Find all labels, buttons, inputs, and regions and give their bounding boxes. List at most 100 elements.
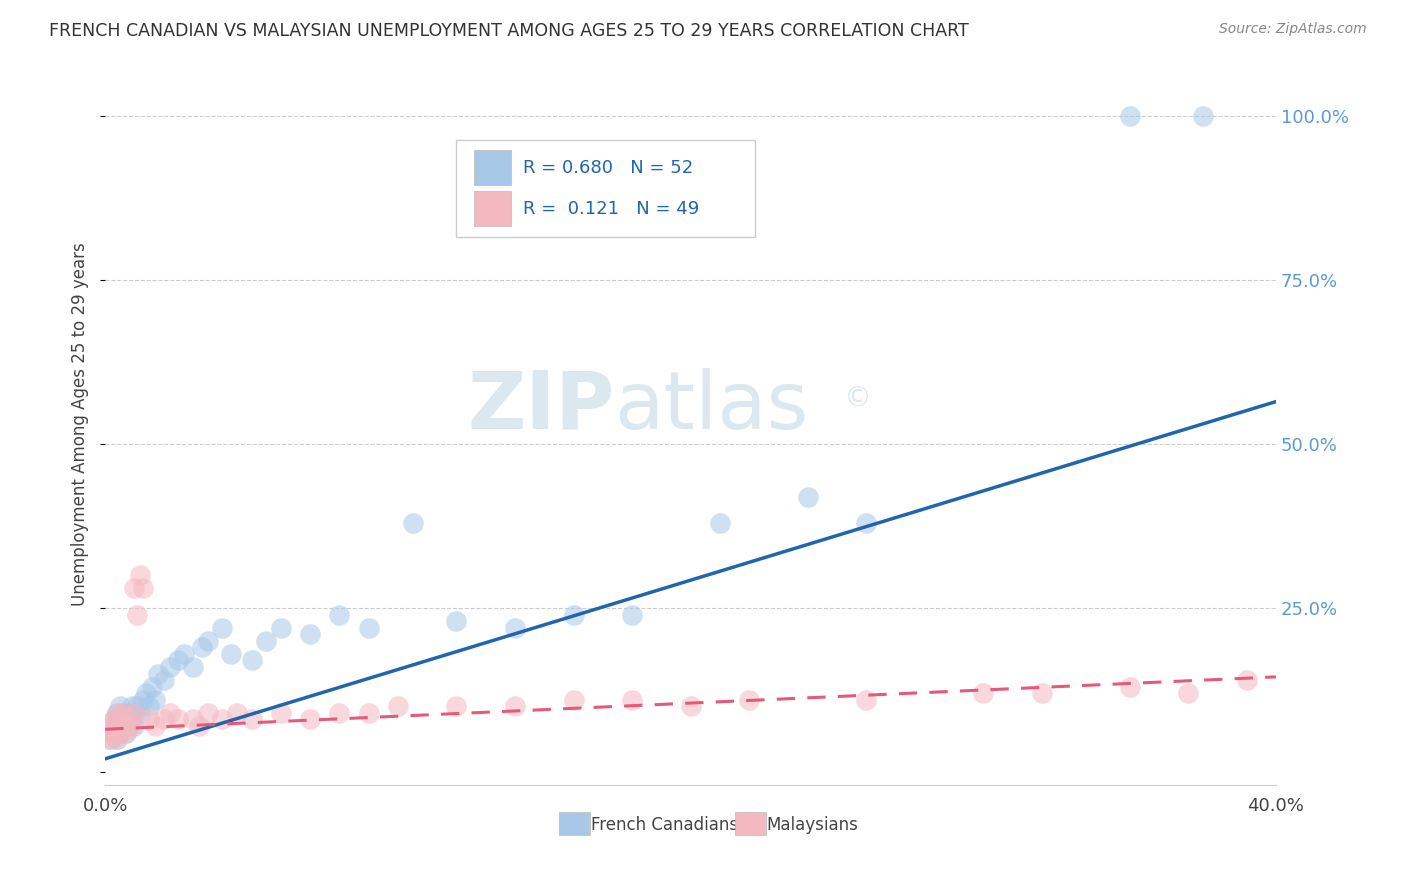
Point [105, 732, 128, 747]
Point [562, 607, 585, 622]
Point [226, 706, 249, 720]
Point [143, 693, 166, 707]
Point [141, 680, 163, 694]
Point [270, 621, 292, 635]
Point [129, 568, 152, 582]
Point [152, 673, 174, 687]
Text: ZIP: ZIP [467, 368, 614, 445]
Text: French Canadians: French Canadians [591, 815, 738, 834]
Point [111, 706, 134, 720]
Point [105, 719, 128, 733]
Point [129, 706, 152, 720]
Point [446, 699, 468, 714]
Point [240, 713, 263, 727]
Point [1177, 686, 1199, 700]
Point [135, 686, 157, 700]
Point [159, 660, 181, 674]
Point [138, 713, 160, 727]
Point [103, 713, 125, 727]
Point [108, 699, 131, 714]
Point [132, 693, 155, 707]
Point [357, 706, 380, 720]
Point [111, 719, 134, 733]
Point [1191, 110, 1213, 124]
Point [114, 719, 136, 733]
Point [103, 713, 125, 727]
Point [191, 640, 214, 655]
Point [240, 653, 263, 667]
FancyBboxPatch shape [474, 150, 512, 186]
Point [401, 516, 423, 530]
Point [117, 713, 139, 727]
Point [211, 621, 233, 635]
FancyBboxPatch shape [457, 140, 755, 237]
Point [796, 490, 818, 504]
Point [159, 706, 181, 720]
Point [121, 719, 143, 733]
Point [124, 719, 146, 733]
Point [387, 699, 409, 714]
Point [299, 627, 322, 641]
Point [127, 607, 149, 622]
Point [328, 706, 350, 720]
Point [219, 647, 242, 661]
Point [117, 719, 139, 733]
Point [105, 706, 128, 720]
Point [114, 725, 136, 739]
Point [124, 706, 146, 720]
Point [503, 621, 526, 635]
Point [197, 706, 219, 720]
Point [132, 582, 155, 596]
Point [855, 693, 877, 707]
Point [328, 607, 350, 622]
Point [117, 706, 139, 720]
Text: R =  0.121   N = 49: R = 0.121 N = 49 [523, 200, 699, 219]
Point [197, 633, 219, 648]
Point [108, 719, 131, 733]
Point [100, 719, 122, 733]
Point [100, 732, 122, 747]
Point [138, 699, 160, 714]
Text: FRENCH CANADIAN VS MALAYSIAN UNEMPLOYMENT AMONG AGES 25 TO 29 YEARS CORRELATION : FRENCH CANADIAN VS MALAYSIAN UNEMPLOYMEN… [49, 22, 969, 40]
Point [446, 614, 468, 628]
Text: R = 0.680   N = 52: R = 0.680 N = 52 [523, 159, 693, 177]
FancyBboxPatch shape [735, 812, 765, 835]
Point [357, 621, 380, 635]
Point [1118, 110, 1140, 124]
Point [111, 719, 134, 733]
Point [108, 713, 131, 727]
Point [167, 713, 190, 727]
Text: Source: ZipAtlas.com: Source: ZipAtlas.com [1219, 22, 1367, 37]
Point [108, 725, 131, 739]
Point [124, 706, 146, 720]
Point [121, 713, 143, 727]
Point [111, 706, 134, 720]
Point [105, 732, 128, 747]
Point [103, 725, 125, 739]
Point [187, 719, 209, 733]
Point [1031, 686, 1053, 700]
Point [211, 713, 233, 727]
Point [114, 725, 136, 739]
Point [114, 713, 136, 727]
FancyBboxPatch shape [474, 191, 512, 226]
Point [121, 699, 143, 714]
Y-axis label: Unemployment Among Ages 25 to 29 years: Unemployment Among Ages 25 to 29 years [72, 243, 89, 607]
Point [621, 607, 644, 622]
Point [1118, 680, 1140, 694]
Point [503, 699, 526, 714]
Point [181, 660, 204, 674]
Point [270, 706, 292, 720]
Point [738, 693, 761, 707]
Point [167, 653, 190, 667]
Point [152, 713, 174, 727]
Point [105, 706, 128, 720]
FancyBboxPatch shape [560, 812, 591, 835]
Point [299, 713, 322, 727]
Point [181, 713, 204, 727]
Point [173, 647, 195, 661]
Text: Malaysians: Malaysians [766, 815, 859, 834]
Text: atlas: atlas [614, 368, 808, 445]
Point [100, 725, 122, 739]
Point [124, 582, 146, 596]
